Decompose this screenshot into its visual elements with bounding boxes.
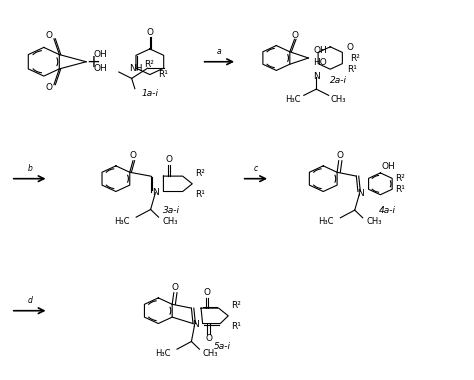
Text: OH: OH bbox=[382, 162, 396, 171]
Text: H₃C: H₃C bbox=[318, 217, 334, 226]
Text: +: + bbox=[86, 53, 100, 71]
Text: R²: R² bbox=[350, 54, 360, 62]
Text: OH: OH bbox=[93, 50, 107, 59]
Text: O: O bbox=[205, 334, 212, 344]
Text: R¹: R¹ bbox=[231, 321, 241, 331]
Text: O: O bbox=[45, 83, 52, 92]
Text: HO: HO bbox=[313, 59, 327, 68]
Text: R²: R² bbox=[231, 301, 241, 310]
Text: O: O bbox=[292, 31, 299, 40]
Text: H₃C: H₃C bbox=[114, 217, 129, 225]
Text: d: d bbox=[27, 296, 32, 305]
Text: O: O bbox=[337, 151, 344, 160]
Text: CH₃: CH₃ bbox=[162, 217, 178, 225]
Text: R¹: R¹ bbox=[395, 185, 405, 194]
Text: OH: OH bbox=[313, 46, 327, 55]
Text: a: a bbox=[217, 47, 222, 56]
Text: N: N bbox=[192, 320, 199, 329]
Text: O: O bbox=[165, 155, 173, 164]
Text: N: N bbox=[152, 188, 159, 197]
Text: CH₃: CH₃ bbox=[203, 348, 219, 358]
Text: N: N bbox=[313, 72, 319, 81]
Text: O: O bbox=[45, 32, 52, 40]
Text: O: O bbox=[129, 151, 137, 160]
Text: 5a-i: 5a-i bbox=[214, 342, 231, 351]
Text: O: O bbox=[203, 288, 210, 297]
Text: R²: R² bbox=[144, 60, 154, 69]
Text: R¹: R¹ bbox=[195, 190, 205, 199]
Text: 2a-i: 2a-i bbox=[330, 76, 347, 85]
Text: 1a-i: 1a-i bbox=[141, 89, 158, 98]
Text: CH₃: CH₃ bbox=[366, 217, 382, 226]
Text: R¹: R¹ bbox=[347, 65, 357, 74]
Text: R¹: R¹ bbox=[158, 70, 168, 79]
Text: c: c bbox=[254, 164, 258, 173]
Text: b: b bbox=[27, 164, 32, 173]
Text: O: O bbox=[172, 283, 179, 292]
Text: R²: R² bbox=[195, 169, 205, 178]
Text: 3a-i: 3a-i bbox=[164, 206, 181, 215]
Text: CH₃: CH₃ bbox=[330, 95, 346, 104]
Text: N: N bbox=[357, 189, 364, 198]
Text: OH: OH bbox=[93, 65, 107, 73]
Text: NH: NH bbox=[129, 64, 143, 73]
Text: H₃C: H₃C bbox=[155, 348, 170, 358]
Text: 4a-i: 4a-i bbox=[379, 206, 396, 215]
Text: O: O bbox=[146, 28, 153, 37]
Text: R²: R² bbox=[395, 174, 405, 183]
Text: O: O bbox=[346, 43, 354, 52]
Text: H₃C: H₃C bbox=[285, 95, 301, 104]
